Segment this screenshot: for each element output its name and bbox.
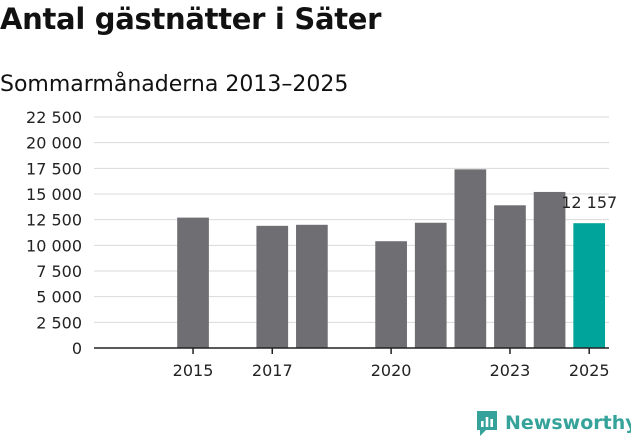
x-tick-label: 2025	[569, 361, 610, 380]
bar-2022	[454, 169, 487, 348]
x-tick-label: 2015	[173, 361, 214, 380]
newsworthy-chart-icon	[477, 411, 497, 436]
bar-2025	[573, 223, 606, 348]
bar-2017	[256, 225, 289, 348]
bar-2015	[177, 217, 209, 348]
data-labels: 12 157	[561, 193, 617, 212]
y-tick-label: 10 000	[26, 236, 82, 255]
brand-name: Newsworthy	[505, 412, 631, 434]
y-tick-label: 7 500	[36, 262, 82, 281]
bar-2021	[414, 222, 447, 348]
chart-title: Antal gästnätter i Säter	[0, 2, 382, 36]
y-axis-tick-labels: 0 2 500 5 000 7 500 10 000 12 500 15 000 17 500…	[26, 108, 82, 358]
y-tick-label: 22 500	[26, 108, 82, 127]
data-label-2025: 12 157	[561, 193, 617, 212]
bar-2023	[494, 205, 526, 348]
x-tick-label: 2020	[371, 361, 412, 380]
y-tick-label: 12 500	[26, 211, 82, 230]
y-tick-label: 5 000	[36, 288, 82, 307]
y-tick-label: 20 000	[26, 134, 82, 153]
newsworthy-logo: Newsworthy	[475, 408, 631, 438]
y-tick-label: 2 500	[36, 313, 82, 332]
bar-2020	[375, 241, 407, 348]
gridlines	[94, 116, 609, 323]
y-tick-label: 15 000	[26, 185, 82, 204]
bar-2024	[533, 191, 566, 348]
x-axis: 2015 2017 2020 2023 2025	[94, 347, 610, 380]
bar-2018	[296, 224, 328, 348]
chart-subtitle: Sommarmånaderna 2013–2025	[0, 72, 349, 97]
y-tick-label: 17 500	[26, 159, 82, 178]
x-tick-label: 2017	[252, 361, 293, 380]
x-tick-label: 2023	[490, 361, 531, 380]
y-tick-label: 0	[72, 339, 82, 358]
bars	[177, 169, 606, 348]
